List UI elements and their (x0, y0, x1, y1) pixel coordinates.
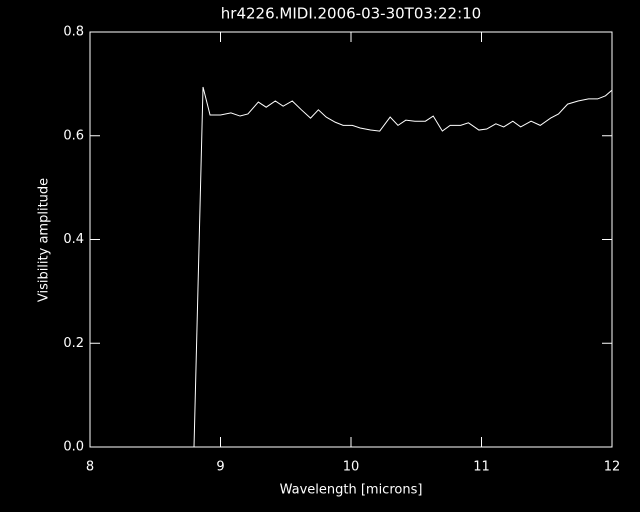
x-tick-label: 10 (343, 460, 360, 475)
x-tick-label: 12 (604, 460, 621, 475)
x-tick-label: 8 (86, 460, 94, 475)
x-tick-label: 9 (216, 460, 224, 475)
y-tick-label: 0.2 (63, 336, 84, 351)
plot-frame (89, 31, 613, 448)
y-axis-label: Visibility amplitude (37, 178, 52, 302)
data-line (193, 86, 613, 448)
y-tick-label: 0.6 (63, 128, 84, 143)
chart-title: hr4226.MIDI.2006-03-30T03:22:10 (221, 5, 481, 23)
x-tick-label: 11 (473, 460, 490, 475)
y-tick-label: 0.0 (63, 440, 84, 455)
y-tick-label: 0.8 (63, 25, 84, 40)
x-axis-label: Wavelength [microns] (280, 483, 423, 498)
y-tick-label: 0.4 (63, 232, 84, 247)
